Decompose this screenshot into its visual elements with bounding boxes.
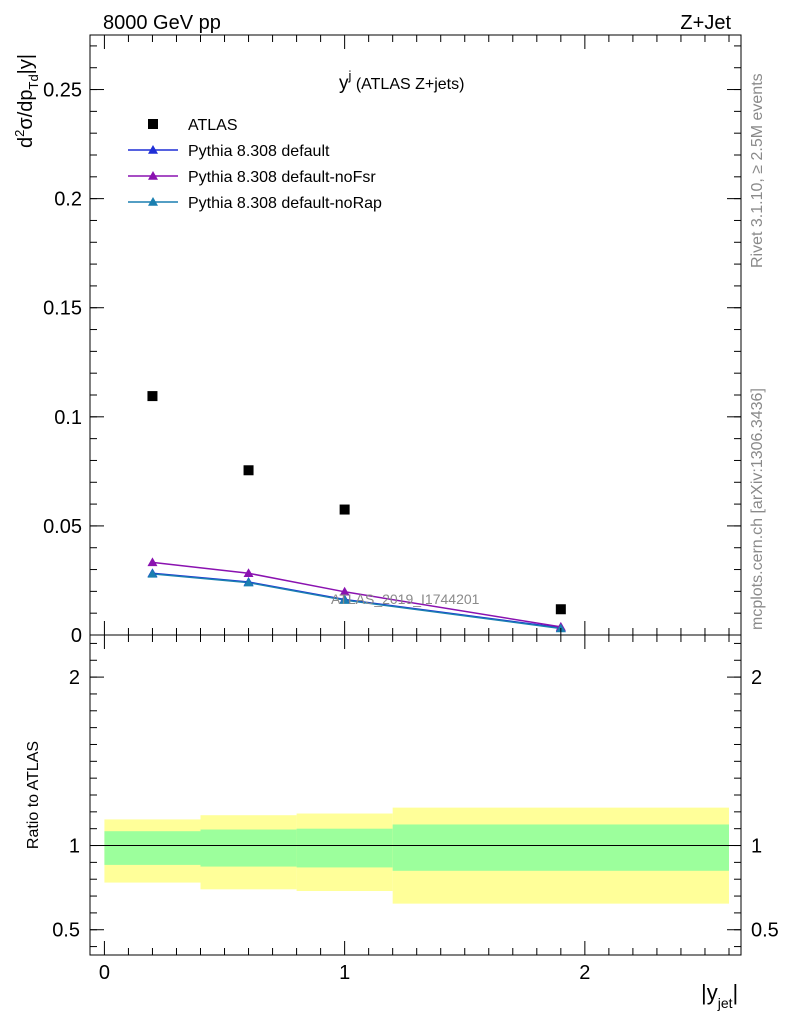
y-tick-label: 0.15 bbox=[43, 298, 82, 320]
main-ylabel: d2σ/dpTd|y| bbox=[12, 54, 41, 148]
plot-title-main: y bbox=[339, 73, 349, 94]
xlabel-end: | bbox=[733, 980, 739, 1005]
data-point-triangle bbox=[339, 595, 350, 604]
y-tick-label: 0.05 bbox=[43, 516, 82, 538]
ratio-y-tick-label-right: 2 bbox=[751, 667, 762, 689]
ylabel-b-sub: Td bbox=[26, 74, 41, 89]
legend-label: Pythia 8.308 default bbox=[188, 143, 330, 160]
y-tick-label: 0 bbox=[71, 625, 82, 647]
x-tick-label: 1 bbox=[339, 962, 350, 984]
stat-uncertainty-band bbox=[104, 831, 201, 865]
y-tick-label: 0.25 bbox=[43, 80, 82, 102]
legend-marker-square bbox=[148, 119, 158, 129]
plot-title-rest: (ATLAS Z+jets) bbox=[351, 76, 464, 93]
ylabel-a: d bbox=[15, 137, 37, 148]
data-point-square bbox=[147, 391, 158, 402]
ratio-panel: 0.5 0.5 1 1 2 2 0 1 2 Ratio to ATLAS |yjet| bbox=[25, 634, 779, 1011]
header-left: 8000 GeV pp bbox=[103, 12, 221, 34]
analysis-watermark: ATLAS_2019_I1744201 bbox=[331, 591, 480, 607]
main-panel: 0 0.05 0.1 0.15 0.2 0.25 yj (ATLAS Z+jets) d2… bbox=[12, 34, 742, 647]
stat-uncertainty-band bbox=[296, 828, 393, 868]
legend-label: ATLAS bbox=[188, 117, 238, 134]
mcplots-label: mcplots.cern.ch [arXiv:1306.3436] bbox=[749, 388, 766, 630]
data-point-triangle bbox=[147, 557, 158, 567]
y-tick-label: 0.2 bbox=[54, 189, 82, 211]
data-point-triangle bbox=[339, 586, 350, 596]
legend-label: Pythia 8.308 default-noRap bbox=[188, 195, 382, 212]
legend-marker-triangle bbox=[148, 145, 158, 154]
ratio-y-tick-label: 0.5 bbox=[52, 920, 80, 942]
legend: ATLAS Pythia 8.308 default Pythia 8.308 de… bbox=[128, 117, 382, 212]
ratio-xlabel: |yjet| bbox=[701, 980, 738, 1011]
ratio-frame bbox=[89, 634, 742, 956]
data-point-triangle bbox=[243, 577, 254, 587]
ylabel-c: |y| bbox=[15, 54, 37, 74]
legend-marker-triangle bbox=[148, 197, 158, 206]
series-line bbox=[152, 573, 561, 630]
stat-uncertainty-band bbox=[200, 829, 297, 867]
ylabel-b: σ/dp bbox=[15, 89, 37, 129]
rivet-label: Rivet 3.1.10, ≥ 2.5M events bbox=[749, 73, 766, 268]
plot-title: yj (ATLAS Z+jets) bbox=[339, 68, 464, 94]
header-right: Z+Jet bbox=[680, 12, 731, 34]
ratio-y-tick-label: 2 bbox=[69, 667, 80, 689]
ratio-y-tick-label: 1 bbox=[69, 836, 80, 858]
ratio-ylabel: Ratio to ATLAS bbox=[25, 741, 42, 849]
series-line bbox=[152, 561, 561, 628]
x-tick-label: 0 bbox=[99, 962, 110, 984]
legend-marker-triangle bbox=[148, 171, 158, 180]
y-tick-label: 0.1 bbox=[54, 407, 82, 429]
data-point-square bbox=[555, 604, 566, 615]
data-point-triangle bbox=[555, 623, 566, 633]
data-point-triangle bbox=[147, 568, 158, 578]
data-point-square bbox=[339, 504, 350, 515]
stat-uncertainty-band bbox=[392, 824, 729, 871]
plot-title-sup: j bbox=[348, 68, 352, 83]
ratio-y-tick-label-right: 1 bbox=[751, 836, 762, 858]
ylabel-a-sup: 2 bbox=[12, 130, 27, 137]
data-point-square bbox=[243, 465, 254, 476]
data-point-triangle bbox=[243, 568, 254, 578]
xlabel-sub: jet bbox=[717, 995, 733, 1011]
ratio-y-tick-label-right: 0.5 bbox=[751, 920, 779, 942]
legend-label: Pythia 8.308 default-noFsr bbox=[188, 169, 376, 186]
x-tick-label: 2 bbox=[579, 962, 590, 984]
xlabel-main: |y bbox=[701, 980, 718, 1005]
